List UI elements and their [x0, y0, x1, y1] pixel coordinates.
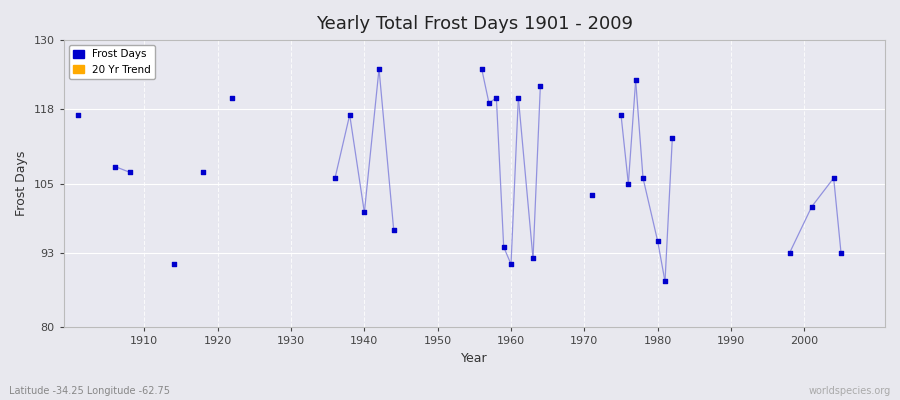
Legend: Frost Days, 20 Yr Trend: Frost Days, 20 Yr Trend [69, 45, 155, 79]
Title: Yearly Total Frost Days 1901 - 2009: Yearly Total Frost Days 1901 - 2009 [316, 15, 633, 33]
Point [621, 180, 635, 187]
Point [225, 94, 239, 101]
Point [782, 250, 796, 256]
Point [533, 83, 547, 89]
Point [386, 226, 400, 233]
Point [357, 209, 372, 216]
Point [526, 255, 540, 262]
Point [196, 169, 211, 176]
Point [805, 204, 819, 210]
Point [482, 100, 496, 106]
Text: Latitude -34.25 Longitude -62.75: Latitude -34.25 Longitude -62.75 [9, 386, 170, 396]
Point [511, 94, 526, 101]
Point [826, 175, 841, 181]
Point [122, 169, 137, 176]
Y-axis label: Frost Days: Frost Days [15, 151, 28, 216]
Point [658, 278, 672, 285]
Point [372, 66, 386, 72]
Point [328, 175, 342, 181]
Point [71, 112, 86, 118]
Point [665, 134, 680, 141]
Point [635, 175, 650, 181]
Text: worldspecies.org: worldspecies.org [809, 386, 891, 396]
Point [628, 77, 643, 84]
Point [614, 112, 628, 118]
Point [584, 192, 598, 198]
Point [651, 238, 665, 244]
Point [474, 66, 489, 72]
X-axis label: Year: Year [461, 352, 488, 365]
Point [490, 94, 504, 101]
Point [504, 261, 518, 268]
Point [108, 163, 122, 170]
Point [166, 261, 181, 268]
Point [343, 112, 357, 118]
Point [833, 250, 848, 256]
Point [497, 244, 511, 250]
